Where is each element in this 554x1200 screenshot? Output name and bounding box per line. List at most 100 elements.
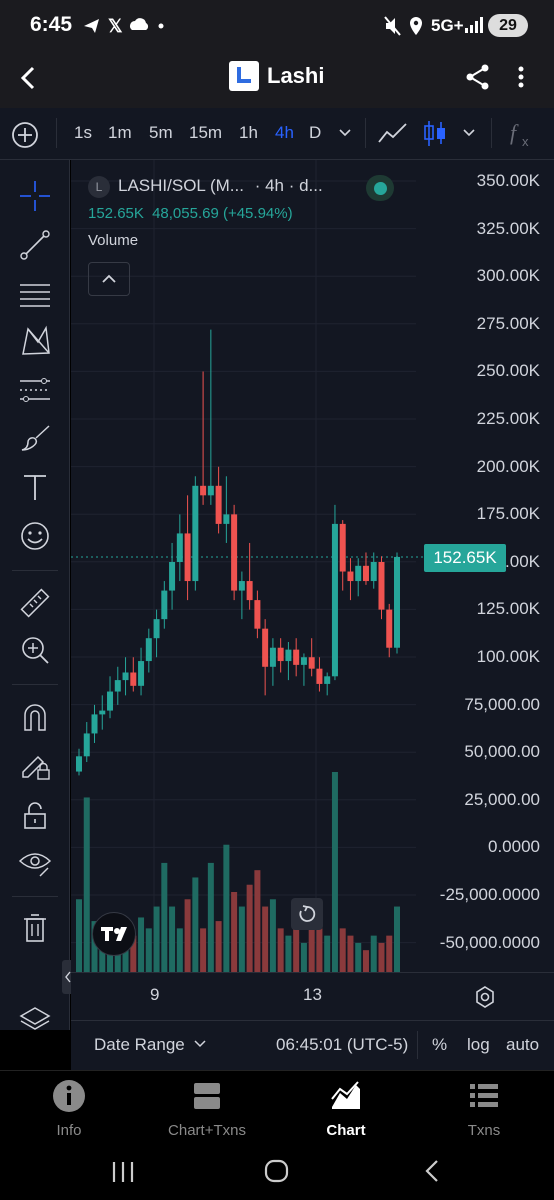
- market-open-dot: [373, 181, 387, 195]
- nav-chart[interactable]: Chart: [286, 1078, 406, 1139]
- volume-bar: [386, 935, 393, 972]
- layers-icon[interactable]: [16, 1002, 54, 1040]
- y-tick-label: 25,000.00: [464, 789, 540, 809]
- candle-chart-type-icon[interactable]: [421, 118, 449, 150]
- timeframe-15m[interactable]: 15m: [189, 123, 223, 142]
- chevron-down-icon-2[interactable]: [462, 126, 476, 140]
- system-back-icon[interactable]: [422, 1158, 442, 1184]
- volume-bar: [347, 935, 354, 972]
- y-tick-label: 50,000.00: [464, 742, 540, 762]
- chart-settings-icon[interactable]: [473, 985, 497, 1009]
- status-mute-location-icons: [384, 16, 422, 36]
- candle-body: [83, 733, 90, 757]
- svg-text:x: x: [522, 134, 529, 149]
- system-navigation: [0, 1148, 554, 1200]
- recents-icon[interactable]: [110, 1160, 136, 1184]
- legend-symbol-row[interactable]: LASHI/SOL (M... · 4h · d...: [118, 176, 323, 196]
- home-icon[interactable]: [264, 1158, 290, 1184]
- reset-chart-button[interactable]: [291, 898, 323, 930]
- candle-body: [293, 649, 300, 665]
- unlock-icon[interactable]: [16, 796, 54, 834]
- timeframe-5m[interactable]: 5m: [149, 123, 173, 142]
- percent-toggle[interactable]: %: [432, 1035, 448, 1054]
- candle-body: [386, 609, 393, 648]
- back-icon[interactable]: [16, 64, 40, 92]
- candle-body: [114, 680, 121, 692]
- toolbar-divider: [56, 118, 57, 148]
- legend-interval: · 4h · d...: [254, 176, 323, 195]
- timeframe-d[interactable]: D: [309, 123, 322, 142]
- visibility-icon[interactable]: [16, 844, 54, 882]
- prediction-icon[interactable]: [16, 371, 54, 409]
- chart-bottom-bar: Date Range 06:45:01 (UTC-5) % log auto: [71, 1020, 554, 1070]
- lock-drawing-icon[interactable]: [16, 746, 54, 784]
- split-chart-icon: [194, 1083, 220, 1109]
- volume-bar: [215, 921, 222, 972]
- volume-label: Volume: [88, 232, 139, 249]
- timeframe-1m[interactable]: 1m: [108, 123, 132, 142]
- volume-bar: [254, 870, 261, 972]
- volume-bar: [192, 877, 199, 972]
- crosshair-icon[interactable]: [16, 177, 54, 215]
- nav-txns-label: Txns: [467, 1122, 501, 1139]
- toolbar-divider-2: [365, 118, 366, 148]
- tool-separator-2: [12, 684, 58, 685]
- trash-icon[interactable]: [16, 909, 54, 947]
- brush-icon[interactable]: [16, 420, 54, 458]
- y-tick-label: 200.00K: [476, 456, 540, 476]
- line-chart-type-icon[interactable]: [377, 120, 409, 148]
- volume-bar: [184, 899, 191, 972]
- toolbar-divider-3: [491, 118, 492, 148]
- text-tool-icon[interactable]: [16, 468, 54, 506]
- chevron-down-icon[interactable]: [338, 126, 352, 140]
- chart-icon: [331, 1081, 360, 1109]
- fib-levels-icon[interactable]: [16, 275, 54, 313]
- log-toggle[interactable]: log: [467, 1035, 490, 1054]
- candle-body: [99, 710, 106, 715]
- candle-body: [331, 523, 338, 677]
- more-icon[interactable]: [514, 64, 528, 92]
- nav-txns[interactable]: Txns: [424, 1078, 544, 1139]
- market-status-indicator[interactable]: [366, 175, 394, 201]
- status-network: 5G+: [431, 16, 464, 35]
- timeframe-1s[interactable]: 1s: [74, 123, 92, 142]
- tool-separator: [12, 570, 58, 571]
- token-badge: L: [88, 176, 110, 198]
- candle-body: [192, 485, 199, 582]
- volume-bar: [91, 921, 98, 972]
- timeframe-1h[interactable]: 1h: [239, 123, 258, 142]
- ruler-icon[interactable]: [16, 584, 54, 622]
- timeframe-4h[interactable]: 4h: [275, 123, 294, 142]
- time-axis[interactable]: 9 13: [71, 972, 554, 1020]
- nav-chart-txns[interactable]: Chart+Txns: [147, 1078, 267, 1139]
- pattern-icon[interactable]: [16, 322, 54, 360]
- magnet-icon[interactable]: [16, 698, 54, 736]
- volume-bar: [394, 906, 400, 972]
- volume-bar: [293, 921, 300, 972]
- collapse-legend-button[interactable]: [88, 262, 130, 296]
- tradingview-logo[interactable]: [92, 912, 136, 956]
- y-tick-label: 325.00K: [476, 218, 540, 238]
- auto-toggle[interactable]: auto: [506, 1035, 540, 1054]
- share-icon[interactable]: [464, 62, 492, 92]
- candle-body: [231, 514, 238, 591]
- price-chart[interactable]: [71, 160, 554, 972]
- volume-bar: [285, 935, 292, 972]
- chevron-up-icon: [102, 274, 116, 283]
- volume-bar: [83, 797, 90, 972]
- chart-area[interactable]: [71, 160, 554, 1030]
- date-range-button[interactable]: Date Range: [94, 1035, 207, 1055]
- trend-line-icon[interactable]: [16, 226, 54, 264]
- emoji-icon[interactable]: [16, 517, 54, 555]
- volume-bar: [145, 928, 152, 972]
- nav-info[interactable]: Info: [9, 1078, 129, 1139]
- candle-body: [161, 590, 168, 620]
- candle-body: [347, 571, 354, 582]
- add-indicator-icon[interactable]: [10, 120, 40, 150]
- candle-body: [169, 562, 176, 591]
- y-tick-label: 100.00K: [476, 647, 540, 666]
- volume-bar: [378, 942, 385, 972]
- zoom-in-icon[interactable]: [16, 631, 54, 669]
- volume-bar: [176, 928, 183, 972]
